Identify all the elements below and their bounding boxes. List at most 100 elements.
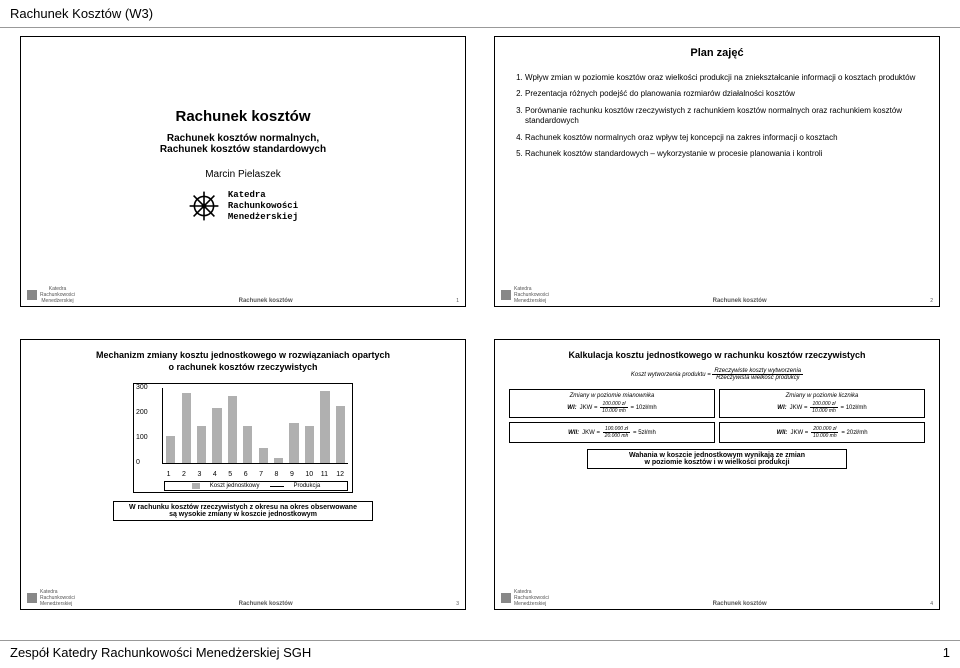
footer-center: Rachunek kosztów [713,601,767,607]
footer-center: Rachunek kosztów [239,601,293,607]
formula-frac: Rzeczywiste koszty wytworzenia Rzeczywis… [712,368,803,381]
footer-logo-icon [27,290,37,300]
chart-bar [228,396,237,464]
page-header: Rachunek Kosztów (W3) [0,0,960,28]
slide3-note: W rachunku kosztów rzeczywistych z okres… [113,501,373,521]
page-footer: Zespół Katedry Rachunkowości Menedżerski… [0,640,960,664]
num: 200.000 zł [811,426,838,433]
xtick-label: 3 [197,471,201,478]
footer-logo: Katedra Rachunkowości Menedżerskiej [501,589,549,607]
slide1-sub2: Rachunek kosztów standardowych [160,144,326,155]
chart-bar [274,458,283,463]
eq: WII: JKW = 100.000 zł20.000 mh = 5zł/mh [513,426,711,439]
slide2-footer: Katedra Rachunkowości Menedżerskiej Rach… [501,286,933,304]
lbl: WI: [777,405,786,411]
chart-bar [336,406,345,464]
xtick-label: 8 [275,471,279,478]
fk3: Menedżerskiej [40,601,72,607]
wheel-icon [188,190,220,224]
chart-legend: Koszt jednostkowy Produkcja [164,481,348,491]
katedra-text: Katedra Rachunkowości Menedżerskiej [228,190,298,222]
chart-bar [305,426,314,464]
ytick-label: 100 [136,434,148,441]
footer-center: Rachunek kosztów [239,298,293,304]
k3: Menedżerskiej [228,212,298,223]
footer-left: Zespół Katedry Rachunkowości Menedżerski… [10,645,311,660]
slide4-num: 4 [930,601,933,607]
chart-bar [197,426,206,464]
res: = 20zł/mh [841,430,867,436]
cell4: WII: JKW = 200.000 zł10.000 mh = 20zł/mh [719,422,925,443]
slide2-title: Plan zajęć [509,47,925,59]
footer-katedra: Katedra Rachunkowości Menedżerskiej [514,286,549,304]
ytick-label: 300 [136,384,148,391]
slide4-title: Kalkulacja kosztu jednostkowego w rachun… [509,350,925,360]
eq: WI: JKW = 100.000 zł10.000 mh = 10zł/mh [513,401,711,414]
xtick-label: 10 [305,471,313,478]
chart-plot [162,388,348,464]
legend-line-swatch [270,486,284,487]
chart-bar [182,393,191,463]
n1: Wahania w koszcie jednostkowym wynikają … [629,452,805,459]
slide1-num: 1 [456,298,459,304]
formula-lhs: Koszt wytworzenia produktu = [631,372,711,378]
slide4-note: Wahania w koszcie jednostkowym wynikają … [587,449,847,469]
footer-katedra: Katedra Rachunkowości Menedżerskiej [40,286,75,304]
legend-bar-swatch [192,483,200,489]
den: 10.000 mh [811,433,838,439]
ytick-label: 0 [136,459,140,466]
slide2-item: Rachunek kosztów standardowych – wykorzy… [525,149,925,159]
res: = 10zł/mh [841,405,867,411]
chart-box: 0100200300 123456789101112 Koszt jednost… [133,383,353,493]
col1-header: Zmiany w poziomie mianownika WI: JKW = 1… [509,389,715,418]
slide-3: Mechanizm zmiany kosztu jednostkowego w … [20,339,466,610]
cell3: WII: JKW = 100.000 zł20.000 mh = 5zł/mh [509,422,715,443]
slide2-item: Porównanie rachunku kosztów rzeczywistyc… [525,106,925,127]
chart-bar [320,391,329,464]
slide1-author: Marcin Pielaszek [205,169,281,180]
slide1-footer: Katedra Rachunkowości Menedżerskiej Rach… [27,286,459,304]
k1: Katedra [228,190,298,201]
slide2-item: Prezentacja różnych podejść do planowani… [525,89,925,99]
slide-1: Rachunek kosztów Rachunek kosztów normal… [20,36,466,307]
n2: w poziomie kosztów i w wielkości produkc… [644,459,789,466]
var: JKW = [580,405,598,411]
formula-num: Rzeczywiste koszty wytworzenia [712,368,803,375]
footer-logo: Katedra Rachunkowości Menedżerskiej [501,286,549,304]
footer-logo: Katedra Rachunkowości Menedżerskiej [27,286,75,304]
xtick-label: 4 [213,471,217,478]
chart-bar [289,423,298,463]
fk3: Menedżerskiej [41,298,73,304]
slide1-title: Rachunek kosztów [175,108,310,125]
footer-katedra: Katedra Rachunkowości Menedżerskiej [40,589,75,607]
slide1-subtitle: Rachunek kosztów normalnych, Rachunek ko… [160,133,326,155]
xtick-label: 6 [244,471,248,478]
eq: WII: JKW = 200.000 zł10.000 mh = 20zł/mh [723,426,921,439]
n2: są wysokie zmiany w koszcie jednostkowym [169,511,317,518]
xtick-label: 5 [228,471,232,478]
den: 10.000 mh [600,408,627,414]
num: 100.000 zł [603,426,630,433]
slide4-grid: Zmiany w poziomie mianownika WI: JKW = 1… [509,389,925,443]
t1: Mechanizm zmiany kosztu jednostkowego w … [96,350,390,360]
chart-bar [243,426,252,464]
footer-katedra: Katedra Rachunkowości Menedżerskiej [514,589,549,607]
footer-logo-icon [27,593,37,603]
fk3: Menedżerskiej [514,601,546,607]
legend-line-label: Produkcja [294,483,321,489]
t2: o rachunek kosztów rzeczywistych [168,362,317,372]
slide1-sub1: Rachunek kosztów normalnych, [160,133,326,144]
den: 20.000 mh [603,433,630,439]
slide3-footer: Katedra Rachunkowości Menedżerskiej Rach… [27,589,459,607]
lbl: WII: [776,430,787,436]
footer-center: Rachunek kosztów [713,298,767,304]
slide3-title: Mechanizm zmiany kosztu jednostkowego w … [35,350,451,373]
lbl: WII: [568,430,579,436]
res: = 5zł/mh [633,430,656,436]
chart-bar [259,448,268,463]
eq: WI: JKW = 100.000 zł10.000 mh = 10zł/mh [723,401,921,414]
footer-logo-icon [501,290,511,300]
slide2-item: Rachunek kosztów normalnych oraz wpływ t… [525,133,925,143]
slide1-katedra: Katedra Rachunkowości Menedżerskiej [188,190,298,224]
xtick-label: 9 [290,471,294,478]
